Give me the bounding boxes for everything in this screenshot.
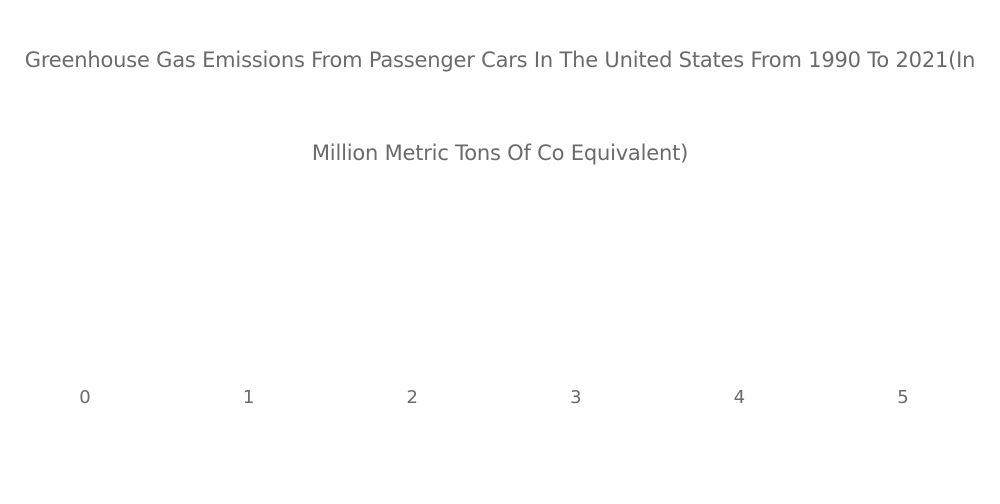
x-tick-label-3: 3 [570, 387, 581, 408]
x-tick-label-5: 5 [897, 387, 908, 408]
x-tick-label-0: 0 [79, 387, 90, 408]
x-tick-label-2: 2 [406, 387, 417, 408]
chart-title-line-1: Greenhouse Gas Emissions From Passenger … [24, 48, 976, 72]
x-tick-label-4: 4 [734, 387, 745, 408]
x-axis: 0 1 2 3 4 5 [79, 387, 908, 408]
chart-title-line-2: Million Metric Tons Of Co Equivalent) [311, 141, 689, 165]
chart-title: Greenhouse Gas Emissions From Passenger … [0, 14, 1000, 169]
x-tick-label-1: 1 [243, 387, 254, 408]
